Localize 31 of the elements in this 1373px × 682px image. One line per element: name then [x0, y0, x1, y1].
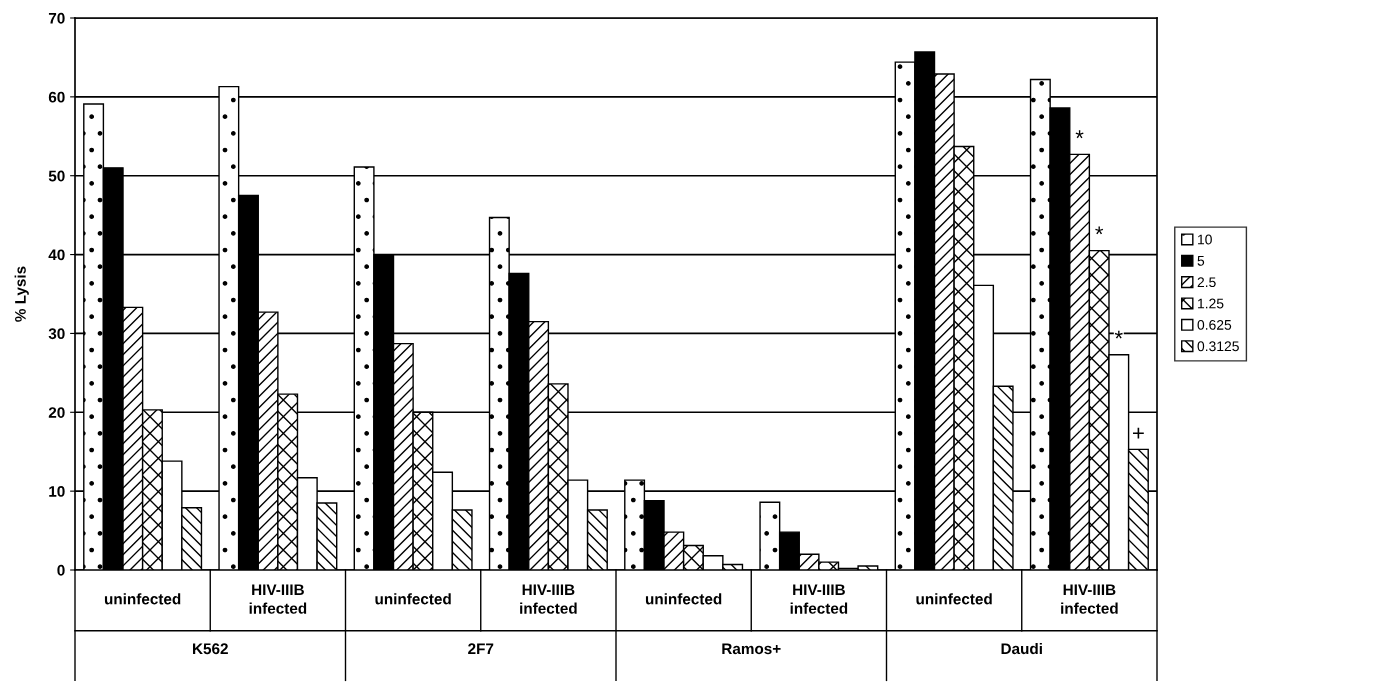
data-label: *: [1075, 130, 1084, 139]
text: Daudi: [1001, 642, 1042, 655]
x-tick-label: HIV-IIIB infected: [790, 584, 848, 614]
y-tick-label: 20: [48, 407, 65, 418]
y-tick-label: 0: [57, 564, 65, 576]
text: Ramos+: [722, 643, 781, 655]
data-label: +: [1133, 427, 1144, 439]
y-tick-label: 50: [48, 170, 65, 182]
y-tick-label: 70: [48, 12, 65, 24]
x-tick-label: HIV-IIIB infected: [249, 584, 307, 614]
y-tick-label: 30: [48, 328, 65, 340]
x-tick-label: HIV-IIIB infected: [1061, 584, 1118, 614]
text: 2F7: [468, 643, 494, 654]
data-label: *: [1095, 226, 1104, 235]
legend-label: 5: [1197, 256, 1205, 266]
legend-label: 2.5: [1197, 277, 1216, 288]
x-tick-label: uninfected: [916, 593, 992, 605]
data-label: *: [1114, 330, 1123, 339]
text: K562: [193, 643, 228, 655]
legend-label: 10: [1198, 234, 1212, 245]
x-tick-label: uninfected: [375, 593, 451, 605]
y-axis-title: % Lysis: [14, 266, 29, 322]
legend-label: 0.3125: [1197, 341, 1239, 352]
y-tick-label: 10: [49, 486, 65, 497]
x-tick-label: uninfected: [104, 593, 181, 605]
legend-label: 1.25: [1198, 298, 1224, 309]
x-tick-label: uninfected: [645, 593, 722, 605]
x-tick-label: HIV-IIIB infected: [520, 584, 577, 614]
y-tick-label: 40: [48, 249, 65, 261]
y-tick-label: 60: [48, 91, 65, 103]
legend-label: 0.625: [1197, 319, 1232, 330]
